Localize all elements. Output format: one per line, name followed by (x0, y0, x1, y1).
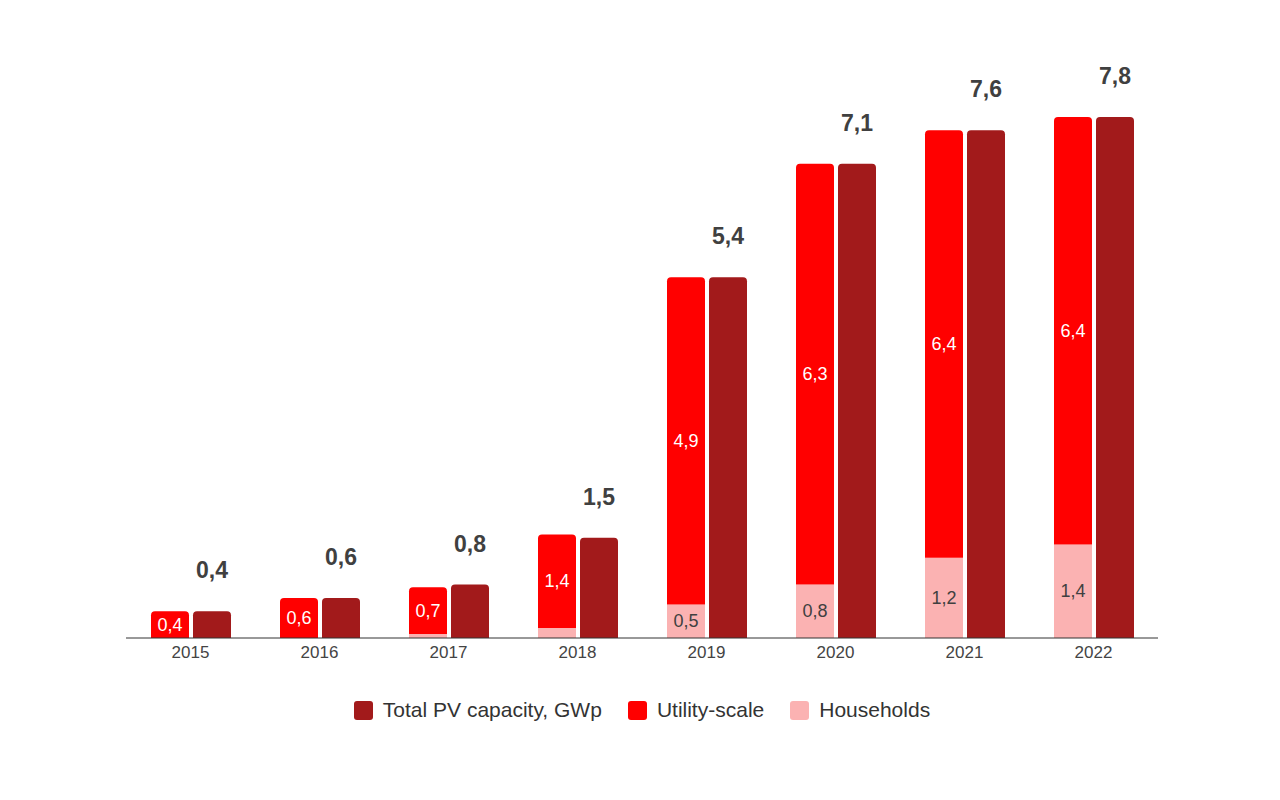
html-text:Households: Households (819, 698, 931, 721)
svg-text:2022: 2022 (1075, 643, 1113, 662)
svg-text:6,4: 6,4 (931, 334, 956, 354)
svg-text:2018: 2018 (559, 643, 597, 662)
svg-text:0,8: 0,8 (802, 601, 827, 621)
svg-text:0,6: 0,6 (286, 608, 311, 628)
svg-text:2017: 2017 (430, 643, 468, 662)
svg-text:2020: 2020 (817, 643, 855, 662)
svg-text:1,2: 1,2 (931, 588, 956, 608)
svg-text:0,6: 0,6 (325, 544, 357, 570)
svg-text:6,4: 6,4 (1060, 321, 1085, 341)
svg-text:1,4: 1,4 (544, 571, 569, 591)
svg-text:1,4: 1,4 (1060, 581, 1085, 601)
svg-text:0,8: 0,8 (454, 531, 486, 557)
svg-text:7,8: 7,8 (1099, 63, 1131, 89)
svg-text:4,9: 4,9 (673, 431, 698, 451)
svg-text:0,4: 0,4 (157, 615, 182, 635)
svg-text:2019: 2019 (688, 643, 726, 662)
html-text:Total PV capacity, GWp: Total PV capacity, GWp (382, 698, 602, 721)
svg-text:1,5: 1,5 (583, 484, 615, 510)
svg-text:5,4: 5,4 (712, 223, 744, 249)
svg-text:6,3: 6,3 (802, 364, 827, 384)
html-text:Utility-scale: Utility-scale (656, 698, 765, 721)
svg-text:2021: 2021 (946, 643, 984, 662)
svg-text:0,5: 0,5 (673, 611, 698, 631)
svg-text:0,4: 0,4 (196, 557, 228, 583)
svg-text:2016: 2016 (301, 643, 339, 662)
svg-text:7,1: 7,1 (841, 110, 873, 136)
svg-text:0,7: 0,7 (415, 601, 440, 621)
svg-text:2015: 2015 (172, 643, 210, 662)
svg-text:7,6: 7,6 (970, 76, 1002, 102)
